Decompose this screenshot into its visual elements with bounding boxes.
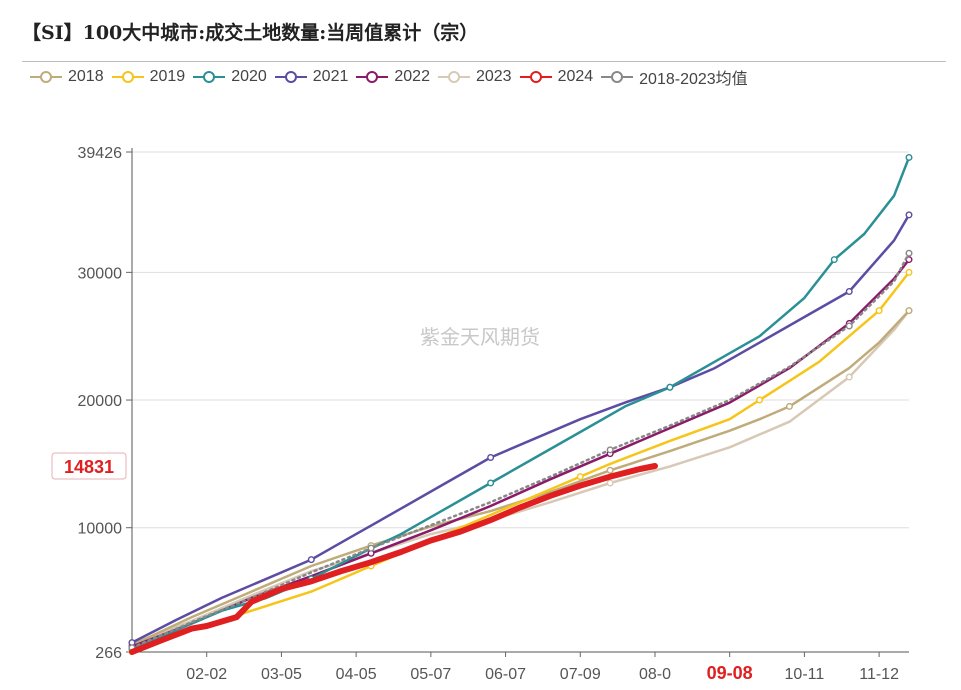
legend-item[interactable]: 2020 — [193, 68, 267, 86]
title-divider — [22, 61, 946, 62]
legend-swatch-icon — [356, 71, 389, 83]
series-point — [307, 556, 315, 564]
series-point — [845, 322, 853, 330]
series-point — [845, 373, 853, 381]
y-tick-label: 39426 — [78, 145, 123, 162]
legend-item[interactable]: 2021 — [274, 68, 349, 86]
y-tick-label: 20000 — [78, 393, 123, 410]
legend-label: 2023 — [475, 68, 512, 85]
legend-item[interactable]: 2024 — [519, 68, 594, 86]
legend-item[interactable]: 2022 — [356, 68, 430, 86]
legend-item[interactable]: 2023 — [437, 68, 512, 86]
series-point — [487, 479, 495, 487]
chart-title: 【SI】100大中城市:成交土地数量:当周值累计（宗） — [22, 22, 479, 44]
legend-label: 2024 — [557, 68, 594, 85]
series-point — [666, 383, 674, 391]
watermark-text: 紫金天风期货 — [420, 326, 540, 349]
series-point — [905, 249, 913, 257]
series-point — [905, 153, 913, 161]
series-line-2023 — [130, 309, 911, 646]
x-tick-label: 06-07 — [485, 666, 526, 683]
legend-swatch-icon — [30, 71, 62, 83]
series-point — [756, 396, 764, 404]
series-line-2019 — [130, 271, 911, 653]
series-point — [905, 211, 913, 219]
series-point — [830, 256, 838, 264]
x-tick-label: 08-0 — [639, 666, 671, 683]
x-tick-label: 02-02 — [186, 666, 227, 683]
x-tick-label: 05-07 — [410, 666, 451, 683]
series-point — [606, 446, 614, 454]
legend-swatch-icon — [274, 71, 307, 83]
legend-swatch-icon — [437, 71, 470, 83]
series-line-2021 — [130, 213, 911, 644]
legend-swatch-icon — [519, 71, 552, 83]
legend-label: 2021 — [312, 68, 349, 85]
series-point — [606, 466, 614, 474]
legend-item[interactable]: 2018-2023均值 — [601, 65, 748, 89]
series-point — [905, 307, 913, 315]
legend-item[interactable]: 2019 — [111, 68, 186, 86]
legend-item[interactable]: 2018 — [30, 68, 104, 86]
y-tick-label: 10000 — [78, 521, 123, 538]
series-point — [785, 402, 793, 410]
legend-swatch-icon — [193, 71, 226, 83]
x-tick-label: 04-05 — [336, 666, 377, 683]
highlight-x-label: 09-08 — [707, 663, 753, 683]
series-line-2018 — [130, 309, 911, 647]
series-line-2022 — [130, 258, 911, 648]
legend-label: 2019 — [149, 68, 186, 85]
series-point — [576, 473, 584, 481]
x-tick-label: 10-11 — [785, 666, 825, 683]
legend-swatch-icon — [111, 71, 144, 83]
series-point — [606, 479, 614, 487]
x-tick-label: 03-05 — [261, 666, 302, 683]
chart-legend: 2018 2019 2020 2021 2022 2023 2024 2018-2023均值 — [30, 66, 756, 88]
series-point — [845, 288, 853, 296]
x-tick-label: 07-09 — [560, 666, 601, 683]
legend-swatch-icon — [601, 71, 634, 83]
legend-label: 2022 — [394, 68, 430, 85]
highlight-y-box — [51, 452, 127, 480]
series-line-2018-2023均值 — [130, 251, 911, 649]
legend-label: 2020 — [231, 68, 267, 85]
series-point — [367, 544, 375, 552]
series-line-2024 — [129, 463, 658, 655]
y-tick-label: 30000 — [78, 265, 123, 282]
series-point — [487, 453, 495, 461]
series-point — [875, 307, 883, 315]
series-point — [905, 268, 913, 276]
y-tick-label: 266 — [95, 645, 122, 662]
x-tick-label: 11-12 — [859, 666, 899, 683]
legend-label: 2018 — [68, 68, 104, 85]
highlight-y-label: 14831 — [64, 457, 114, 477]
legend-label: 2018-2023均值 — [639, 71, 748, 88]
